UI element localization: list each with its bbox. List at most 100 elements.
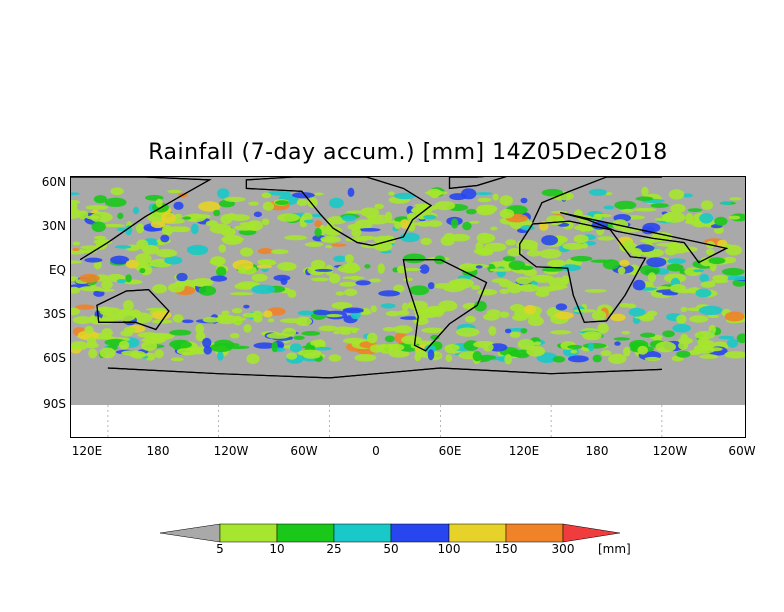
rainfall-map xyxy=(70,176,746,438)
rain-patch xyxy=(562,242,585,250)
rain-patch xyxy=(423,214,437,220)
rain-patch xyxy=(507,248,523,257)
rain-patch xyxy=(297,310,314,316)
rain-patch xyxy=(342,276,365,280)
rain-patch xyxy=(591,310,607,321)
rain-patch xyxy=(248,201,259,206)
rain-patch xyxy=(718,335,735,340)
rain-patch xyxy=(721,267,745,276)
rain-patch xyxy=(339,331,352,335)
lon-label-60w: 60W xyxy=(290,444,318,458)
rain-patch xyxy=(242,312,257,318)
rain-patch xyxy=(202,317,220,323)
rain-patch xyxy=(554,311,574,320)
rain-patch xyxy=(221,342,240,347)
rain-patch xyxy=(314,268,333,272)
rain-patch xyxy=(292,192,315,199)
rain-patch xyxy=(343,262,360,274)
rain-patch xyxy=(71,276,79,282)
rain-patch xyxy=(449,233,471,242)
coastline xyxy=(519,220,647,323)
lat-label-60s: 60S xyxy=(43,351,66,365)
rain-patch xyxy=(655,341,676,353)
rain-patch xyxy=(345,210,369,214)
rain-patch xyxy=(224,196,246,202)
rain-patch xyxy=(699,213,714,224)
rain-patch xyxy=(533,275,554,283)
rain-patch xyxy=(388,350,410,358)
rain-patch xyxy=(724,351,745,359)
rain-patch xyxy=(97,318,114,325)
rain-patch xyxy=(196,214,211,219)
rain-patch xyxy=(303,219,314,223)
rain-patch xyxy=(526,250,542,257)
rain-patch xyxy=(225,213,238,221)
rain-patch xyxy=(477,197,492,203)
rain-patch xyxy=(667,258,687,264)
coastlines xyxy=(71,177,729,379)
rain-patch xyxy=(93,290,105,297)
rain-patch xyxy=(72,248,80,251)
rain-patch xyxy=(687,208,703,212)
rain-patch xyxy=(401,335,422,345)
rain-patch xyxy=(492,193,499,201)
rain-patch xyxy=(464,315,476,323)
coastline xyxy=(71,177,729,264)
rain-patch xyxy=(656,286,671,290)
colorbar-bin-10-25 xyxy=(276,523,335,543)
rain-patch xyxy=(732,279,745,287)
rain-patch xyxy=(366,217,389,225)
rain-patch xyxy=(407,212,417,223)
rain-patch xyxy=(533,341,542,346)
rain-patch xyxy=(93,235,107,240)
colorbar-label-50: 50 xyxy=(383,542,399,556)
rain-patch xyxy=(424,191,448,195)
rain-patch xyxy=(314,346,332,351)
rain-patch xyxy=(344,254,354,263)
rain-patch xyxy=(512,314,528,321)
rain-patch xyxy=(462,221,472,231)
rain-patch xyxy=(198,201,221,212)
rain-patch xyxy=(672,323,691,333)
rain-patch xyxy=(340,327,360,332)
colorbar-bin-5-10 xyxy=(219,523,278,543)
rain-patch xyxy=(685,219,702,225)
rain-patch xyxy=(650,203,669,208)
rain-patch xyxy=(161,225,173,236)
rain-patch xyxy=(159,333,175,340)
rain-patch xyxy=(707,314,720,318)
rain-patch xyxy=(726,338,739,348)
rain-patch xyxy=(724,275,745,281)
rain-patch xyxy=(172,341,192,349)
rain-patch xyxy=(182,216,192,220)
rain-patch xyxy=(573,234,589,244)
rain-patch xyxy=(253,342,276,349)
rain-patch xyxy=(213,209,221,217)
rain-patch xyxy=(216,257,223,267)
rain-patch xyxy=(419,264,430,274)
rain-patch xyxy=(117,212,124,220)
colorbar-bin-100-150 xyxy=(448,523,507,543)
rain-patch xyxy=(135,223,145,234)
rain-patch xyxy=(614,341,621,346)
rain-patch xyxy=(172,314,184,323)
rain-patch xyxy=(123,326,136,333)
rain-patch xyxy=(393,284,405,293)
rain-patch xyxy=(475,265,483,269)
rain-patch xyxy=(666,263,684,272)
rain-patch xyxy=(177,226,191,233)
rain-patch xyxy=(240,247,254,257)
rain-patch xyxy=(304,242,324,247)
rain-patch xyxy=(129,350,146,359)
rain-patch xyxy=(458,263,478,272)
rain-patch xyxy=(310,339,326,347)
rain-patch xyxy=(91,221,106,233)
rain-patch xyxy=(472,351,482,362)
rain-patch xyxy=(325,245,333,249)
rain-patch xyxy=(195,323,205,335)
rain-patch xyxy=(592,215,603,221)
rain-patch xyxy=(318,325,339,332)
rain-patch xyxy=(619,303,631,308)
rain-patch xyxy=(217,188,230,199)
rain-patch xyxy=(547,259,567,267)
